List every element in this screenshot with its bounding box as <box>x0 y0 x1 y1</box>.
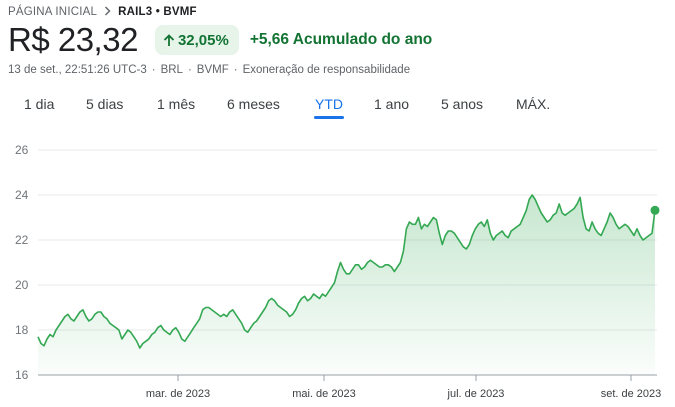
meta-separator: · <box>151 64 156 76</box>
y-tick-label: 26 <box>15 143 29 157</box>
x-tick-label: mar. de 2023 <box>146 388 210 400</box>
breadcrumb-ticker: RAIL3 • BVMF <box>118 6 197 18</box>
tab-5-anos[interactable]: 5 anos <box>441 96 484 112</box>
tab-6-meses[interactable]: 6 meses <box>227 96 280 112</box>
tab-5-dias[interactable]: 5 dias <box>86 96 124 112</box>
chevron-right-icon <box>104 6 111 19</box>
arrow-up-icon <box>163 33 175 46</box>
price-line <box>37 194 656 349</box>
tab-max[interactable]: MÁX. <box>516 96 551 112</box>
exchange: BVMF <box>196 64 229 76</box>
tab-1-ano[interactable]: 1 ano <box>374 96 410 112</box>
meta-separator: · <box>187 64 192 76</box>
meta-separator: · <box>233 64 238 76</box>
y-tick-label: 24 <box>15 188 29 202</box>
x-tick-label: mai. de 2023 <box>292 388 356 400</box>
breadcrumb: PÁGINA INICIAL RAIL3 • BVMF <box>8 4 197 20</box>
tab-ytd[interactable]: YTD <box>314 92 344 119</box>
y-tick-label: 22 <box>15 233 29 247</box>
last-price-point <box>650 205 660 215</box>
timestamp: 13 de set., 22:51:26 UTC-3 <box>8 64 147 76</box>
x-axis-ticks: mar. de 2023 mai. de 2023 jul. de 2023 set.… <box>146 375 661 400</box>
y-tick-label: 16 <box>15 368 29 382</box>
y-tick-label: 18 <box>15 323 29 337</box>
quote-meta: 13 de set., 22:51:26 UTC-3 · BRL · BVMF … <box>8 64 410 76</box>
tab-1-dia[interactable]: 1 dia <box>24 96 55 112</box>
x-tick-label: jul. de 2023 <box>447 388 505 400</box>
current-price: R$ 23,32 <box>8 21 138 58</box>
y-tick-label: 20 <box>15 278 29 292</box>
absolute-change: +5,66 Acumulado do ano <box>249 31 433 48</box>
price-row: R$ 23,32 32,05% +5,66 Acumulado do ano <box>8 21 433 58</box>
range-tabs: 1 dia 5 dias 1 mês 6 meses YTD 1 ano 5 a… <box>0 92 675 119</box>
x-tick-label: set. de 2023 <box>601 388 662 400</box>
price-chart[interactable]: 16 18 20 22 24 26 mar. de 2023 mai. de 2023 jul… <box>0 130 675 407</box>
currency: BRL <box>160 64 183 76</box>
disclaimer-link[interactable]: Exoneração de responsabilidade <box>242 64 411 76</box>
y-axis-labels: 16 18 20 22 24 26 <box>15 143 29 382</box>
tab-1-mes[interactable]: 1 mês <box>157 96 196 112</box>
percent-change-badge: 32,05% <box>154 25 239 55</box>
percent-change-value: 32,05% <box>177 31 229 49</box>
breadcrumb-home-link[interactable]: PÁGINA INICIAL <box>8 6 98 18</box>
